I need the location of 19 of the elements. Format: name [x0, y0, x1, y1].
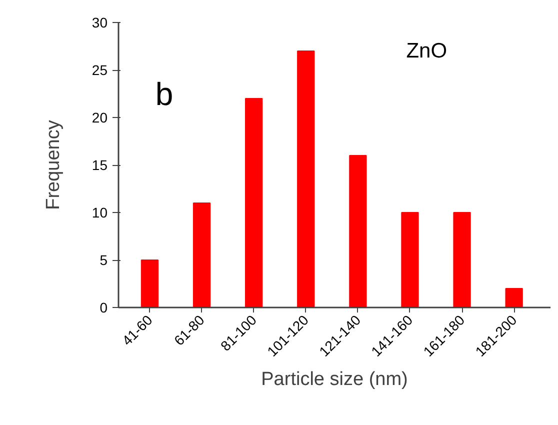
bar: [245, 98, 263, 308]
bar: [192, 202, 211, 308]
x-axis-title: Particle size (nm): [261, 368, 408, 390]
y-tick-label: 5: [100, 252, 108, 268]
bar: [297, 50, 315, 308]
bar: [349, 155, 367, 308]
y-tick-label: 0: [100, 300, 108, 316]
y-axis-title: Frequency: [42, 120, 64, 210]
annotation: b: [155, 76, 174, 112]
bar: [401, 212, 419, 308]
annotation: ZnO: [406, 40, 448, 62]
y-tick-label: 20: [92, 110, 108, 126]
bar: [453, 212, 471, 308]
y-tick-label: 25: [92, 62, 108, 78]
y-tick-label: 15: [92, 157, 108, 173]
bar: [505, 288, 523, 308]
y-tick-label: 30: [92, 14, 108, 30]
bar: [140, 260, 159, 308]
y-tick-label: 10: [92, 204, 108, 220]
